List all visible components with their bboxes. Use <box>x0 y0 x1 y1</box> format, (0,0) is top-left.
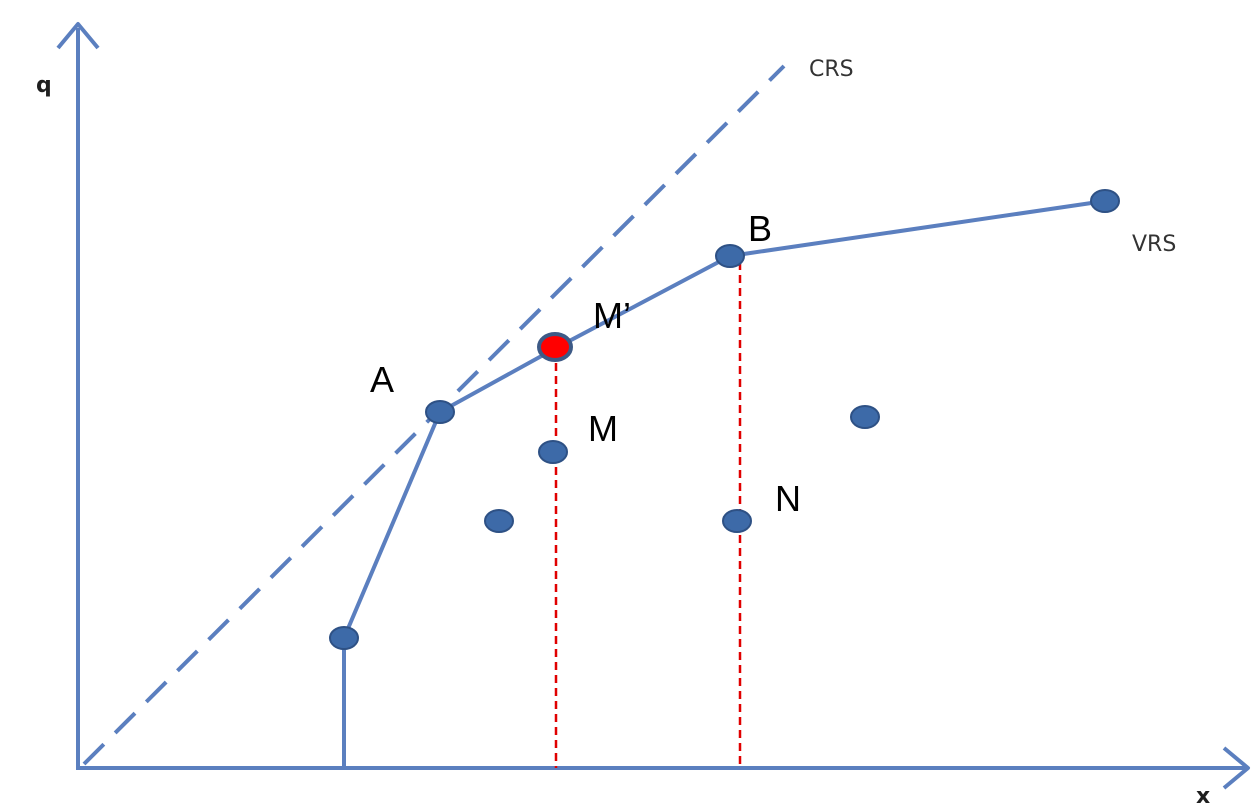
point-right <box>850 405 880 429</box>
point-b <box>715 244 745 268</box>
point-m-prime-label: M’ <box>593 295 631 336</box>
point-m <box>538 440 568 464</box>
point-a <box>425 400 455 424</box>
vrs-frontier-line <box>342 199 1106 768</box>
y-axis-label: q <box>36 73 52 98</box>
point-b-label: B <box>748 208 772 249</box>
x-axis-arrowhead <box>1222 746 1250 790</box>
decision-making-units <box>329 189 1120 650</box>
vrs-label: VRS <box>1132 232 1176 257</box>
crs-label: CRS <box>809 57 854 82</box>
point-m-label: M <box>588 408 618 449</box>
x-axis-label: x <box>1196 784 1210 805</box>
point-n-label: N <box>775 478 801 519</box>
y-axis-arrowhead <box>56 22 100 50</box>
point-a-label: A <box>370 359 394 400</box>
point-mid-low <box>484 509 514 533</box>
point-m-prime <box>537 332 573 362</box>
point-lower-left <box>329 626 359 650</box>
point-upper-right <box>1090 189 1120 213</box>
axes <box>56 22 1250 790</box>
point-n <box>722 509 752 533</box>
